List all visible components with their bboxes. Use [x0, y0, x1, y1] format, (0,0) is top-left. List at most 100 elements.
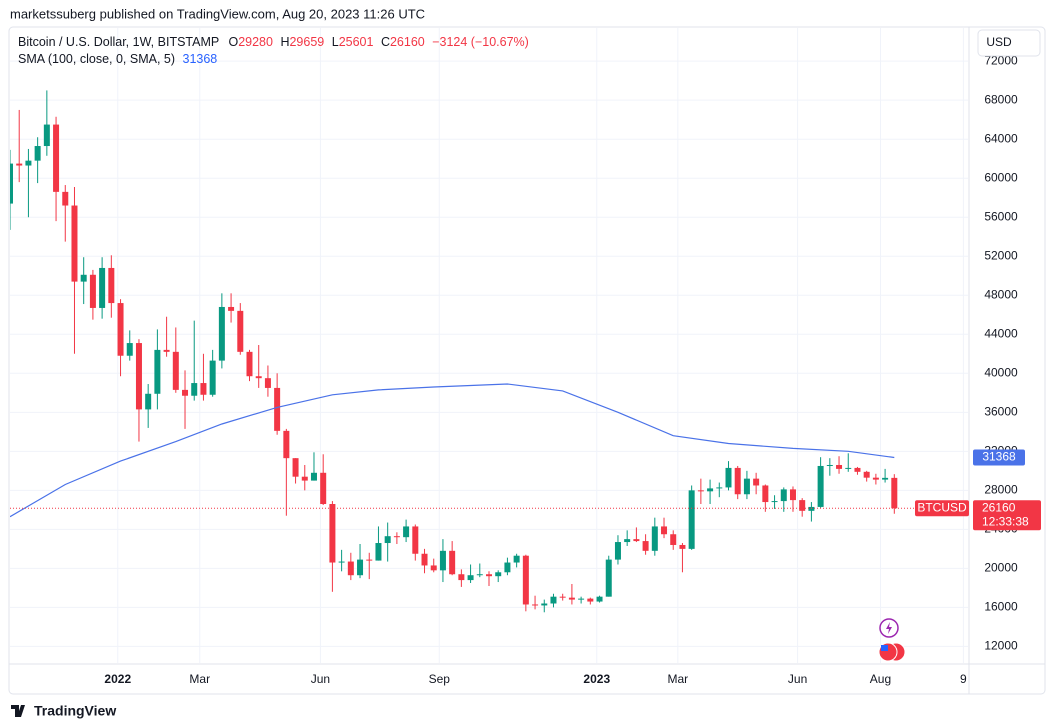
candle-body — [458, 574, 465, 581]
candle-body — [596, 596, 603, 602]
symbol-title: Bitcoin / U.S. Dollar, 1W, BITSTAMP — [18, 35, 219, 49]
candle-body — [16, 163, 23, 166]
candle-body — [283, 430, 290, 459]
ohlc-key: O — [228, 35, 239, 49]
candle-body — [366, 559, 373, 561]
candle-body — [89, 274, 96, 308]
y-tick-label: 28000 — [984, 483, 1018, 497]
x-tick-label: Jun — [788, 672, 807, 686]
candle-body — [780, 489, 787, 502]
y-tick-label: 44000 — [984, 326, 1018, 340]
y-tick-label: 64000 — [984, 131, 1018, 145]
y-tick-label: 48000 — [984, 287, 1018, 301]
ohlc-key: L — [331, 35, 339, 49]
candle-body — [587, 598, 594, 602]
candle-body — [762, 485, 769, 503]
candle-body — [10, 163, 13, 204]
candle-body — [228, 306, 235, 311]
candle-body — [891, 477, 898, 509]
x-tick-label: Jun — [311, 672, 330, 686]
candle-body — [753, 478, 760, 486]
candle-body — [246, 351, 253, 377]
y-tick-label: 20000 — [984, 561, 1018, 575]
candle-body — [135, 343, 142, 410]
candle-body — [670, 534, 677, 545]
candle-body — [34, 146, 41, 161]
sma-value: 31368 — [182, 52, 218, 66]
candle-body — [126, 343, 133, 356]
currency-button-label[interactable]: USD — [986, 35, 1012, 49]
candle-body — [734, 467, 741, 495]
ohlc-value: 29280 — [238, 35, 273, 49]
candle-body — [863, 471, 870, 478]
candle-body — [403, 526, 410, 538]
candle-body — [255, 376, 262, 379]
candle-body — [439, 550, 446, 571]
x-tick-label: Mar — [189, 672, 210, 686]
candle-body — [789, 489, 796, 501]
publisher-line: marketssuberg published on TradingView.c… — [10, 6, 425, 21]
x-tick-label: Mar — [668, 672, 689, 686]
last-price-label: 26160 — [982, 500, 1016, 514]
currency-button[interactable] — [977, 29, 1041, 57]
candle-body — [845, 467, 852, 469]
y-tick-label: 52000 — [984, 248, 1018, 262]
candle-body — [71, 205, 78, 282]
candle-body — [338, 561, 345, 563]
ohlc-value: 25601 — [338, 35, 374, 49]
indicator-legend: SMA (100, close, 0, SMA, 5) 31368 — [18, 52, 217, 66]
candle-body — [679, 544, 686, 549]
y-tick-label: 12000 — [984, 639, 1018, 653]
ohlc-value: 29659 — [289, 35, 325, 49]
candle-body — [707, 488, 714, 492]
candle-body — [375, 543, 382, 561]
y-tick-label: 36000 — [984, 404, 1018, 418]
sma-price-label: 31368 — [982, 450, 1016, 464]
candle-body — [854, 467, 861, 472]
symbol-box — [915, 500, 969, 517]
chart-frame — [8, 26, 1046, 695]
candle-body — [614, 542, 621, 560]
candle-body — [559, 596, 566, 598]
last-price-box — [973, 500, 1041, 531]
symbol-label: BTCUSD — [917, 500, 967, 514]
candle-body — [53, 124, 60, 192]
candle-body — [182, 389, 189, 396]
candle-body — [145, 393, 152, 410]
sma-name: SMA (100, close, 0, SMA, 5) — [18, 52, 176, 66]
candle-body — [808, 506, 815, 511]
candle-body — [237, 310, 244, 352]
candle-body — [725, 467, 732, 488]
candle-body — [771, 501, 778, 503]
candle-body — [301, 476, 308, 481]
x-tick-label: 2023 — [583, 672, 610, 686]
candle-body — [633, 539, 640, 542]
candle-body — [310, 472, 317, 481]
x-tick-label: Aug — [870, 672, 891, 686]
candle-body — [624, 539, 631, 543]
candle-body — [329, 504, 336, 563]
candle-body — [826, 464, 833, 466]
candle-body — [274, 387, 281, 431]
candle-body — [605, 559, 612, 597]
candle-body — [99, 267, 106, 308]
flag-canton — [881, 645, 888, 651]
candle-body — [320, 472, 327, 505]
plot — [10, 90, 968, 613]
candle-body — [504, 562, 511, 573]
ohlc-value: 26160 — [389, 35, 425, 49]
candle-body — [264, 378, 271, 388]
candle-body — [872, 477, 879, 480]
candle-body — [532, 604, 539, 606]
candle-body — [541, 603, 548, 606]
y-tick-label: 60000 — [984, 170, 1018, 184]
grid: 1200016000200002400028000320003600040000… — [10, 28, 1018, 686]
candle-body — [412, 526, 419, 554]
candle-body — [661, 526, 668, 535]
x-tick-label: 9 — [960, 672, 967, 686]
candle-body — [292, 458, 299, 477]
sma-price-box — [973, 449, 1025, 466]
candle-body — [25, 160, 32, 166]
